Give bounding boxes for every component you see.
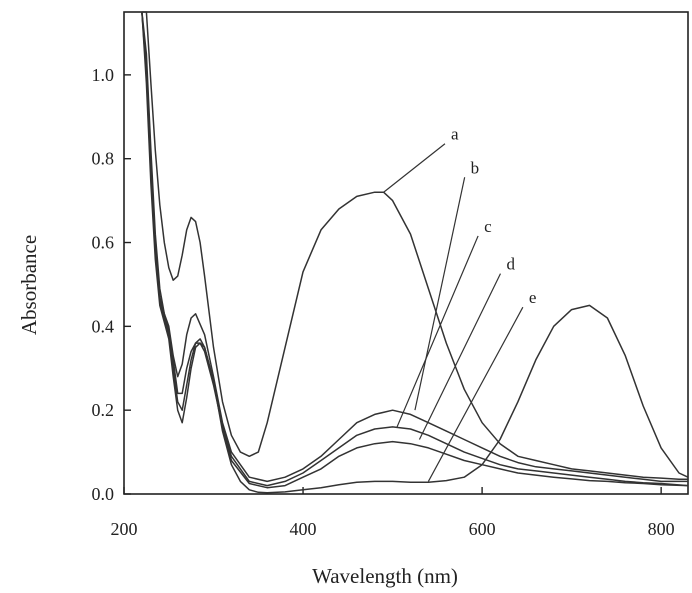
series-leader-e xyxy=(427,306,524,482)
y-tick-label: 0.4 xyxy=(92,316,115,336)
x-tick-label: 600 xyxy=(469,519,496,539)
y-tick-label: 0.8 xyxy=(92,149,115,169)
x-tick-label: 200 xyxy=(111,519,138,539)
series-leader-c xyxy=(396,235,479,428)
y-tick-label: 0.0 xyxy=(92,484,115,504)
x-tick-label: 400 xyxy=(290,519,317,539)
axes xyxy=(123,11,689,495)
series-leader-a xyxy=(383,143,446,193)
series-curve-d xyxy=(141,11,689,489)
series-label-d: d xyxy=(506,255,515,274)
series-leader-d xyxy=(418,273,502,440)
series-curve-e xyxy=(141,11,689,494)
plot-frame xyxy=(123,11,689,495)
ticks: 200 400 600 800 0.0 0.2 0.4 0.6 0.8 1.0 xyxy=(92,65,675,539)
series-label-a: a xyxy=(451,125,459,144)
y-tick-label: 0.6 xyxy=(92,233,115,253)
series-labels: ab cde xyxy=(383,125,537,482)
series-label-c: c xyxy=(484,217,492,236)
series-leader-b xyxy=(414,177,466,411)
y-tick-label: 1.0 xyxy=(92,65,115,85)
x-tick-label: 800 xyxy=(648,519,675,539)
y-axis-label: Absorbance xyxy=(17,235,41,335)
curves xyxy=(141,11,689,494)
y-tick-label: 0.2 xyxy=(92,400,115,420)
x-axis-label: Wavelength (nm) xyxy=(312,564,458,588)
series-label-b: b xyxy=(471,158,480,177)
series-curve-c xyxy=(141,11,689,487)
series-curve-a xyxy=(141,11,688,481)
series-label-e: e xyxy=(529,288,537,307)
